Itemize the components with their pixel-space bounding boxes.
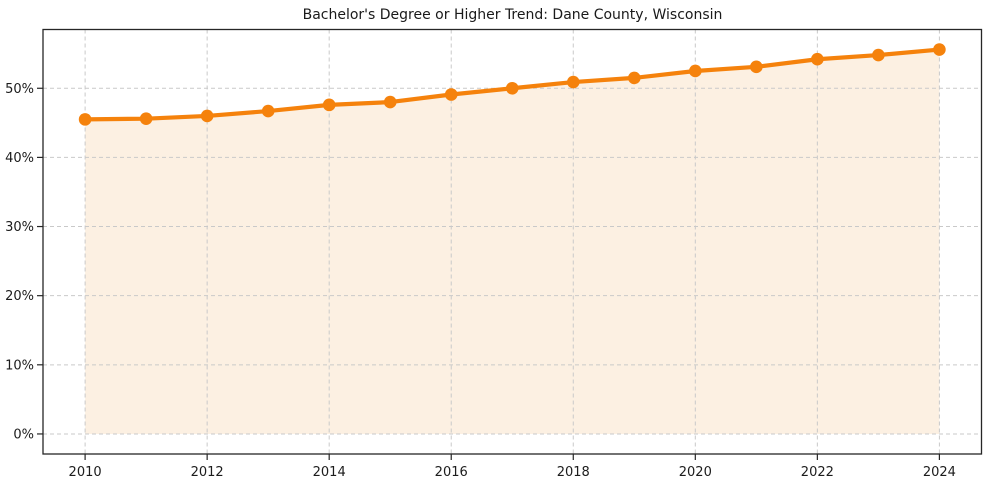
y-tick-label: 0%	[13, 427, 34, 442]
data-point-2013	[261, 104, 275, 118]
y-tick-label: 50%	[5, 82, 34, 97]
area-fill	[85, 49, 940, 434]
data-point-2012	[200, 109, 214, 123]
data-point-2016	[444, 88, 458, 101]
x-tick-label: 2018	[557, 465, 590, 480]
y-tick-label: 30%	[5, 220, 34, 235]
plot-border	[42, 28, 983, 455]
data-point-2022	[811, 52, 824, 66]
data-point-2024	[933, 43, 946, 56]
data-point-2021	[750, 60, 763, 74]
data-point-2023	[872, 48, 885, 62]
data-point-2019	[627, 71, 641, 85]
x-tick-label: 2020	[679, 465, 712, 480]
data-point-2017	[505, 81, 519, 95]
x-tick-label: 2024	[923, 465, 956, 480]
y-tick-label: 20%	[5, 289, 34, 304]
chart-title: Bachelor's Degree or Higher Trend: Dane …	[302, 7, 723, 23]
data-point-2020	[689, 64, 702, 78]
data-point-2018	[566, 75, 580, 89]
x-tick-label: 2014	[313, 465, 346, 480]
y-tick-label: 10%	[5, 358, 34, 373]
x-tick-label: 2016	[435, 465, 468, 480]
x-tick-label: 2012	[191, 465, 224, 480]
x-tick-label: 2022	[801, 465, 834, 480]
data-point-2011	[139, 112, 153, 125]
y-tick-label: 40%	[5, 151, 34, 166]
x-tick-label: 2010	[69, 465, 102, 480]
data-point-2015	[383, 95, 397, 109]
data-point-2010	[78, 113, 92, 126]
data-point-2014	[322, 98, 336, 112]
